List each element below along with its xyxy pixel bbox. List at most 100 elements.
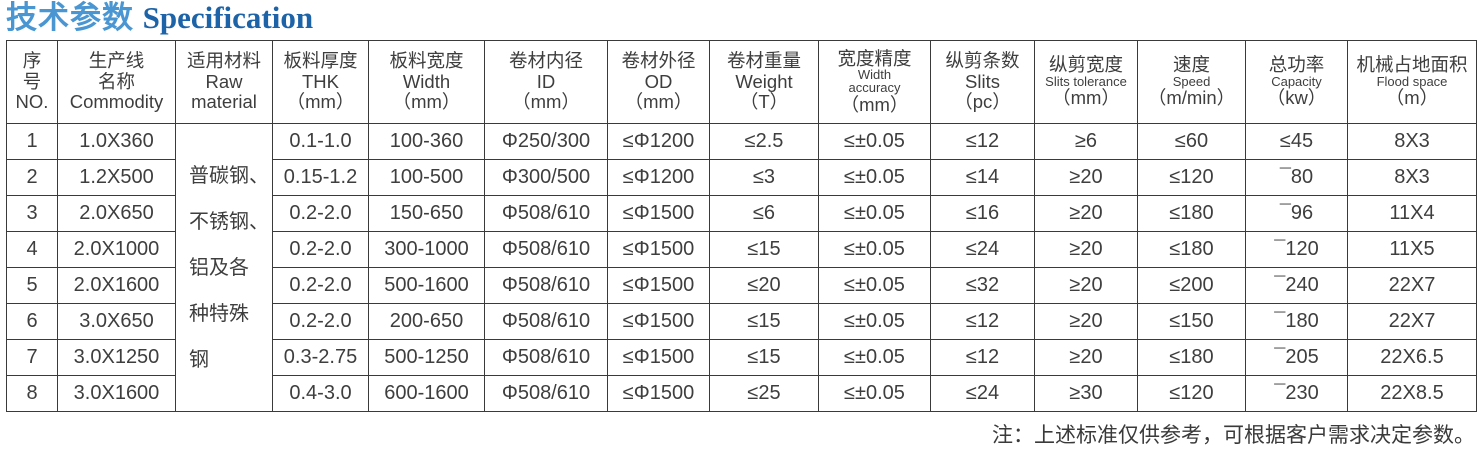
col-header-line: 卷材外径 xyxy=(621,50,696,72)
cell-capacity-row-2: ¯80 xyxy=(1245,159,1348,197)
cell-weight-row-3: ≤6 xyxy=(709,195,819,233)
cell-thk-row-3: 0.2-2.0 xyxy=(272,195,369,233)
col-header-line: 序 xyxy=(22,50,42,72)
cell-od-row-2: ≤Φ1200 xyxy=(607,159,710,197)
cell-id-row-4: Φ508/610 xyxy=(484,231,608,269)
col-header-width-accuracy: 宽度精度 Width accuracy （mm） xyxy=(818,40,931,125)
col-header-line: Width xyxy=(857,67,892,83)
col-header-line: OD xyxy=(644,70,673,92)
cell-od-row-3: ≤Φ1500 xyxy=(607,195,710,233)
cell-flood-space-row-4: 11X5 xyxy=(1347,231,1477,269)
cell-width-row-1: 100-360 xyxy=(368,123,485,161)
col-header-thk: 板料厚度 THK （mm） xyxy=(272,40,369,125)
cell-weight-row-8: ≤25 xyxy=(709,375,819,413)
cell-flood-space-row-5: 22X7 xyxy=(1347,267,1477,305)
cell-slits-row-3: ≤16 xyxy=(930,195,1035,233)
table-row: 6 3.0X650 0.2-2.0 200-650 Φ508/610 ≤Φ1500 ≤15 ≤… xyxy=(6,303,1477,341)
col-header-line: accuracy xyxy=(848,80,901,96)
col-header-od: 卷材外径 OD （mm） xyxy=(607,40,710,125)
cell-width-row-6: 200-650 xyxy=(368,303,485,341)
cell-commodity-row-5: 2.0X1600 xyxy=(57,267,176,305)
cell-commodity-row-7: 3.0X1250 xyxy=(57,339,176,377)
col-header-line: Slits xyxy=(965,70,1000,92)
cell-id-row-7: Φ508/610 xyxy=(484,339,608,377)
cell-slits-tolerance-row-7: ≥20 xyxy=(1034,339,1138,377)
cell-od-row-7: ≤Φ1500 xyxy=(607,339,710,377)
cell-slits-row-2: ≤14 xyxy=(930,159,1035,197)
col-header-line: 名称 xyxy=(97,70,135,92)
col-header-raw-material: 适用材料 Raw material xyxy=(175,40,273,125)
cell-slits-tolerance-row-8: ≥30 xyxy=(1034,375,1138,413)
page-title: 技术参数 Specification xyxy=(0,0,1483,40)
cell-no-row-5: 5 xyxy=(6,267,58,305)
col-header-line: 速度 xyxy=(1172,54,1210,75)
cell-od-row-1: ≤Φ1200 xyxy=(607,123,710,161)
col-header-line: （pc） xyxy=(954,91,1011,113)
cell-thk-row-7: 0.3-2.75 xyxy=(272,339,369,377)
cell-width-row-4: 300-1000 xyxy=(368,231,485,269)
cell-commodity-row-1: 1.0X360 xyxy=(57,123,176,161)
cell-weight-row-2: ≤3 xyxy=(709,159,819,197)
cell-thk-row-6: 0.2-2.0 xyxy=(272,303,369,341)
cell-capacity-row-4: ¯120 xyxy=(1245,231,1348,269)
cell-thk-row-8: 0.4-3.0 xyxy=(272,375,369,413)
cell-flood-space-row-2: 8X3 xyxy=(1347,159,1477,197)
col-header-line: （kw） xyxy=(1266,87,1327,109)
cell-od-row-4: ≤Φ1500 xyxy=(607,231,710,269)
cell-capacity-row-1: ≤45 xyxy=(1245,123,1348,161)
cell-weight-row-5: ≤20 xyxy=(709,267,819,305)
col-header-line: THK xyxy=(302,70,339,92)
cell-slits-tolerance-row-1: ≥6 xyxy=(1034,123,1138,161)
cell-commodity-row-6: 3.0X650 xyxy=(57,303,176,341)
cell-speed-row-2: ≤120 xyxy=(1137,159,1246,197)
cell-thk-row-5: 0.2-2.0 xyxy=(272,267,369,305)
cell-od-row-8: ≤Φ1500 xyxy=(607,375,710,413)
cell-commodity-row-2: 1.2X500 xyxy=(57,159,176,197)
col-header-line: 号 xyxy=(22,70,42,92)
cell-width-accuracy-row-7: ≤±0.05 xyxy=(818,339,931,377)
cell-width-accuracy-row-6: ≤±0.05 xyxy=(818,303,931,341)
page-title-zh: 技术参数 xyxy=(6,0,134,35)
spec-table-body: 1 1.0X360 普碳钢、 不锈钢、 铝及各 种特殊 钢 0.1-1.0 100-36… xyxy=(6,123,1477,413)
cell-slits-tolerance-row-2: ≥20 xyxy=(1034,159,1138,197)
col-header-line: 板料宽度 xyxy=(389,50,464,72)
table-row: 2 1.2X500 0.15-1.2 100-500 Φ300/500 ≤Φ1200 ≤3 ≤… xyxy=(6,159,1477,197)
cell-id-row-2: Φ300/500 xyxy=(484,159,608,197)
cell-commodity-row-3: 2.0X650 xyxy=(57,195,176,233)
cell-capacity-row-3: ¯96 xyxy=(1245,195,1348,233)
cell-capacity-row-7: ¯205 xyxy=(1245,339,1348,377)
cell-slits-tolerance-row-4: ≥20 xyxy=(1034,231,1138,269)
cell-id-row-1: Φ250/300 xyxy=(484,123,608,161)
col-header-weight: 卷材重量 Weight （T） xyxy=(709,40,819,125)
cell-width-accuracy-row-3: ≤±0.05 xyxy=(818,195,931,233)
col-header-line: Raw xyxy=(205,70,243,92)
cell-speed-row-4: ≤180 xyxy=(1137,231,1246,269)
cell-width-accuracy-row-5: ≤±0.05 xyxy=(818,267,931,305)
page-title-en: Specification xyxy=(142,0,314,35)
col-header-line: Capacity xyxy=(1271,73,1322,89)
cell-thk-row-1: 0.1-1.0 xyxy=(272,123,369,161)
cell-slits-tolerance-row-5: ≥20 xyxy=(1034,267,1138,305)
cell-speed-row-6: ≤150 xyxy=(1137,303,1246,341)
cell-weight-row-1: ≤2.5 xyxy=(709,123,819,161)
cell-speed-row-7: ≤180 xyxy=(1137,339,1246,377)
cell-capacity-row-5: ¯240 xyxy=(1245,267,1348,305)
col-header-speed: 速度 Speed （m/min） xyxy=(1137,40,1246,125)
col-header-line: Slits tolerance xyxy=(1045,73,1127,89)
col-header-line: material xyxy=(191,91,257,113)
cell-speed-row-5: ≤200 xyxy=(1137,267,1246,305)
col-header-line: Flood space xyxy=(1376,73,1448,89)
title-spacer xyxy=(134,0,143,35)
col-header-line: 宽度精度 xyxy=(837,47,912,69)
cell-width-accuracy-row-4: ≤±0.05 xyxy=(818,231,931,269)
col-header-line: 纵剪条数 xyxy=(945,50,1020,72)
cell-speed-row-3: ≤180 xyxy=(1137,195,1246,233)
cell-no-row-7: 7 xyxy=(6,339,58,377)
col-header-line: （mm） xyxy=(392,91,461,113)
cell-capacity-row-8: ¯230 xyxy=(1245,375,1348,413)
table-row: 7 3.0X1250 0.3-2.75 500-1250 Φ508/610 ≤Φ1500 ≤… xyxy=(6,339,1477,377)
cell-flood-space-row-7: 22X6.5 xyxy=(1347,339,1477,377)
col-header-line: （mm） xyxy=(840,93,909,115)
cell-no-row-6: 6 xyxy=(6,303,58,341)
